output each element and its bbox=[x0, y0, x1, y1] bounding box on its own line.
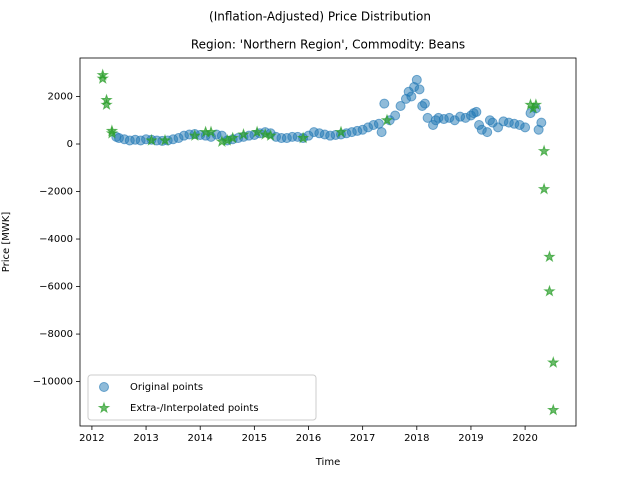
point bbox=[99, 382, 109, 392]
y-axis-label: Price [MWK] bbox=[1, 212, 12, 273]
legend-label: Original points bbox=[130, 382, 203, 393]
star-point bbox=[537, 182, 551, 195]
star-point bbox=[380, 113, 394, 126]
y-tick-label: −6000 bbox=[39, 282, 73, 293]
star-point bbox=[97, 401, 111, 414]
star-point bbox=[547, 356, 560, 368]
star-point bbox=[543, 250, 556, 263]
point bbox=[390, 110, 401, 121]
point bbox=[395, 100, 406, 111]
star-point bbox=[334, 125, 348, 138]
star-point bbox=[96, 72, 109, 84]
legend-box bbox=[87, 374, 317, 421]
star-point bbox=[237, 127, 250, 140]
x-axis-label: Time bbox=[315, 457, 340, 468]
star-point bbox=[543, 284, 556, 297]
y-tick-label: −10000 bbox=[33, 377, 73, 388]
point bbox=[536, 117, 547, 128]
star-point bbox=[158, 133, 172, 146]
point bbox=[379, 98, 390, 109]
point bbox=[376, 127, 387, 138]
x-tick-label: 2015 bbox=[242, 433, 267, 444]
x-tick-label: 2014 bbox=[187, 433, 212, 444]
y-tick-label: 0 bbox=[67, 139, 73, 150]
star-point bbox=[547, 403, 560, 416]
star-point bbox=[537, 144, 551, 157]
point bbox=[482, 127, 493, 138]
star-point bbox=[105, 126, 119, 139]
star-point bbox=[226, 131, 239, 144]
y-tick-label: −2000 bbox=[39, 187, 73, 198]
point bbox=[471, 106, 482, 117]
y-tick-label: −4000 bbox=[39, 234, 73, 245]
point bbox=[373, 118, 384, 129]
y-tick-label: 2000 bbox=[48, 91, 73, 102]
x-tick-label: 2017 bbox=[350, 433, 375, 444]
star-point bbox=[100, 98, 113, 111]
star-point bbox=[529, 98, 543, 111]
x-tick-label: 2016 bbox=[296, 433, 321, 444]
point bbox=[419, 98, 430, 109]
point bbox=[406, 91, 417, 102]
star-point bbox=[296, 131, 310, 144]
x-tick-label: 2018 bbox=[404, 433, 429, 444]
star-point bbox=[264, 129, 277, 141]
star-point bbox=[145, 133, 158, 146]
star-point bbox=[188, 129, 202, 141]
x-tick-label: 2019 bbox=[458, 433, 483, 444]
plot-frame bbox=[79, 57, 577, 427]
legend-label: Extra-/Interpolated points bbox=[130, 403, 259, 414]
chart-title: Region: 'Northern Region', Commodity: Be… bbox=[191, 38, 465, 52]
x-tick-label: 2012 bbox=[79, 433, 104, 444]
point bbox=[414, 84, 425, 95]
y-tick-label: −8000 bbox=[39, 329, 73, 340]
point bbox=[520, 122, 531, 133]
star-point bbox=[250, 125, 264, 138]
x-tick-label: 2013 bbox=[133, 433, 158, 444]
point bbox=[411, 74, 422, 85]
suptitle: (Inflation-Adjusted) Price Distribution bbox=[209, 10, 431, 24]
x-tick-label: 2020 bbox=[512, 433, 537, 444]
star-point bbox=[204, 125, 218, 138]
